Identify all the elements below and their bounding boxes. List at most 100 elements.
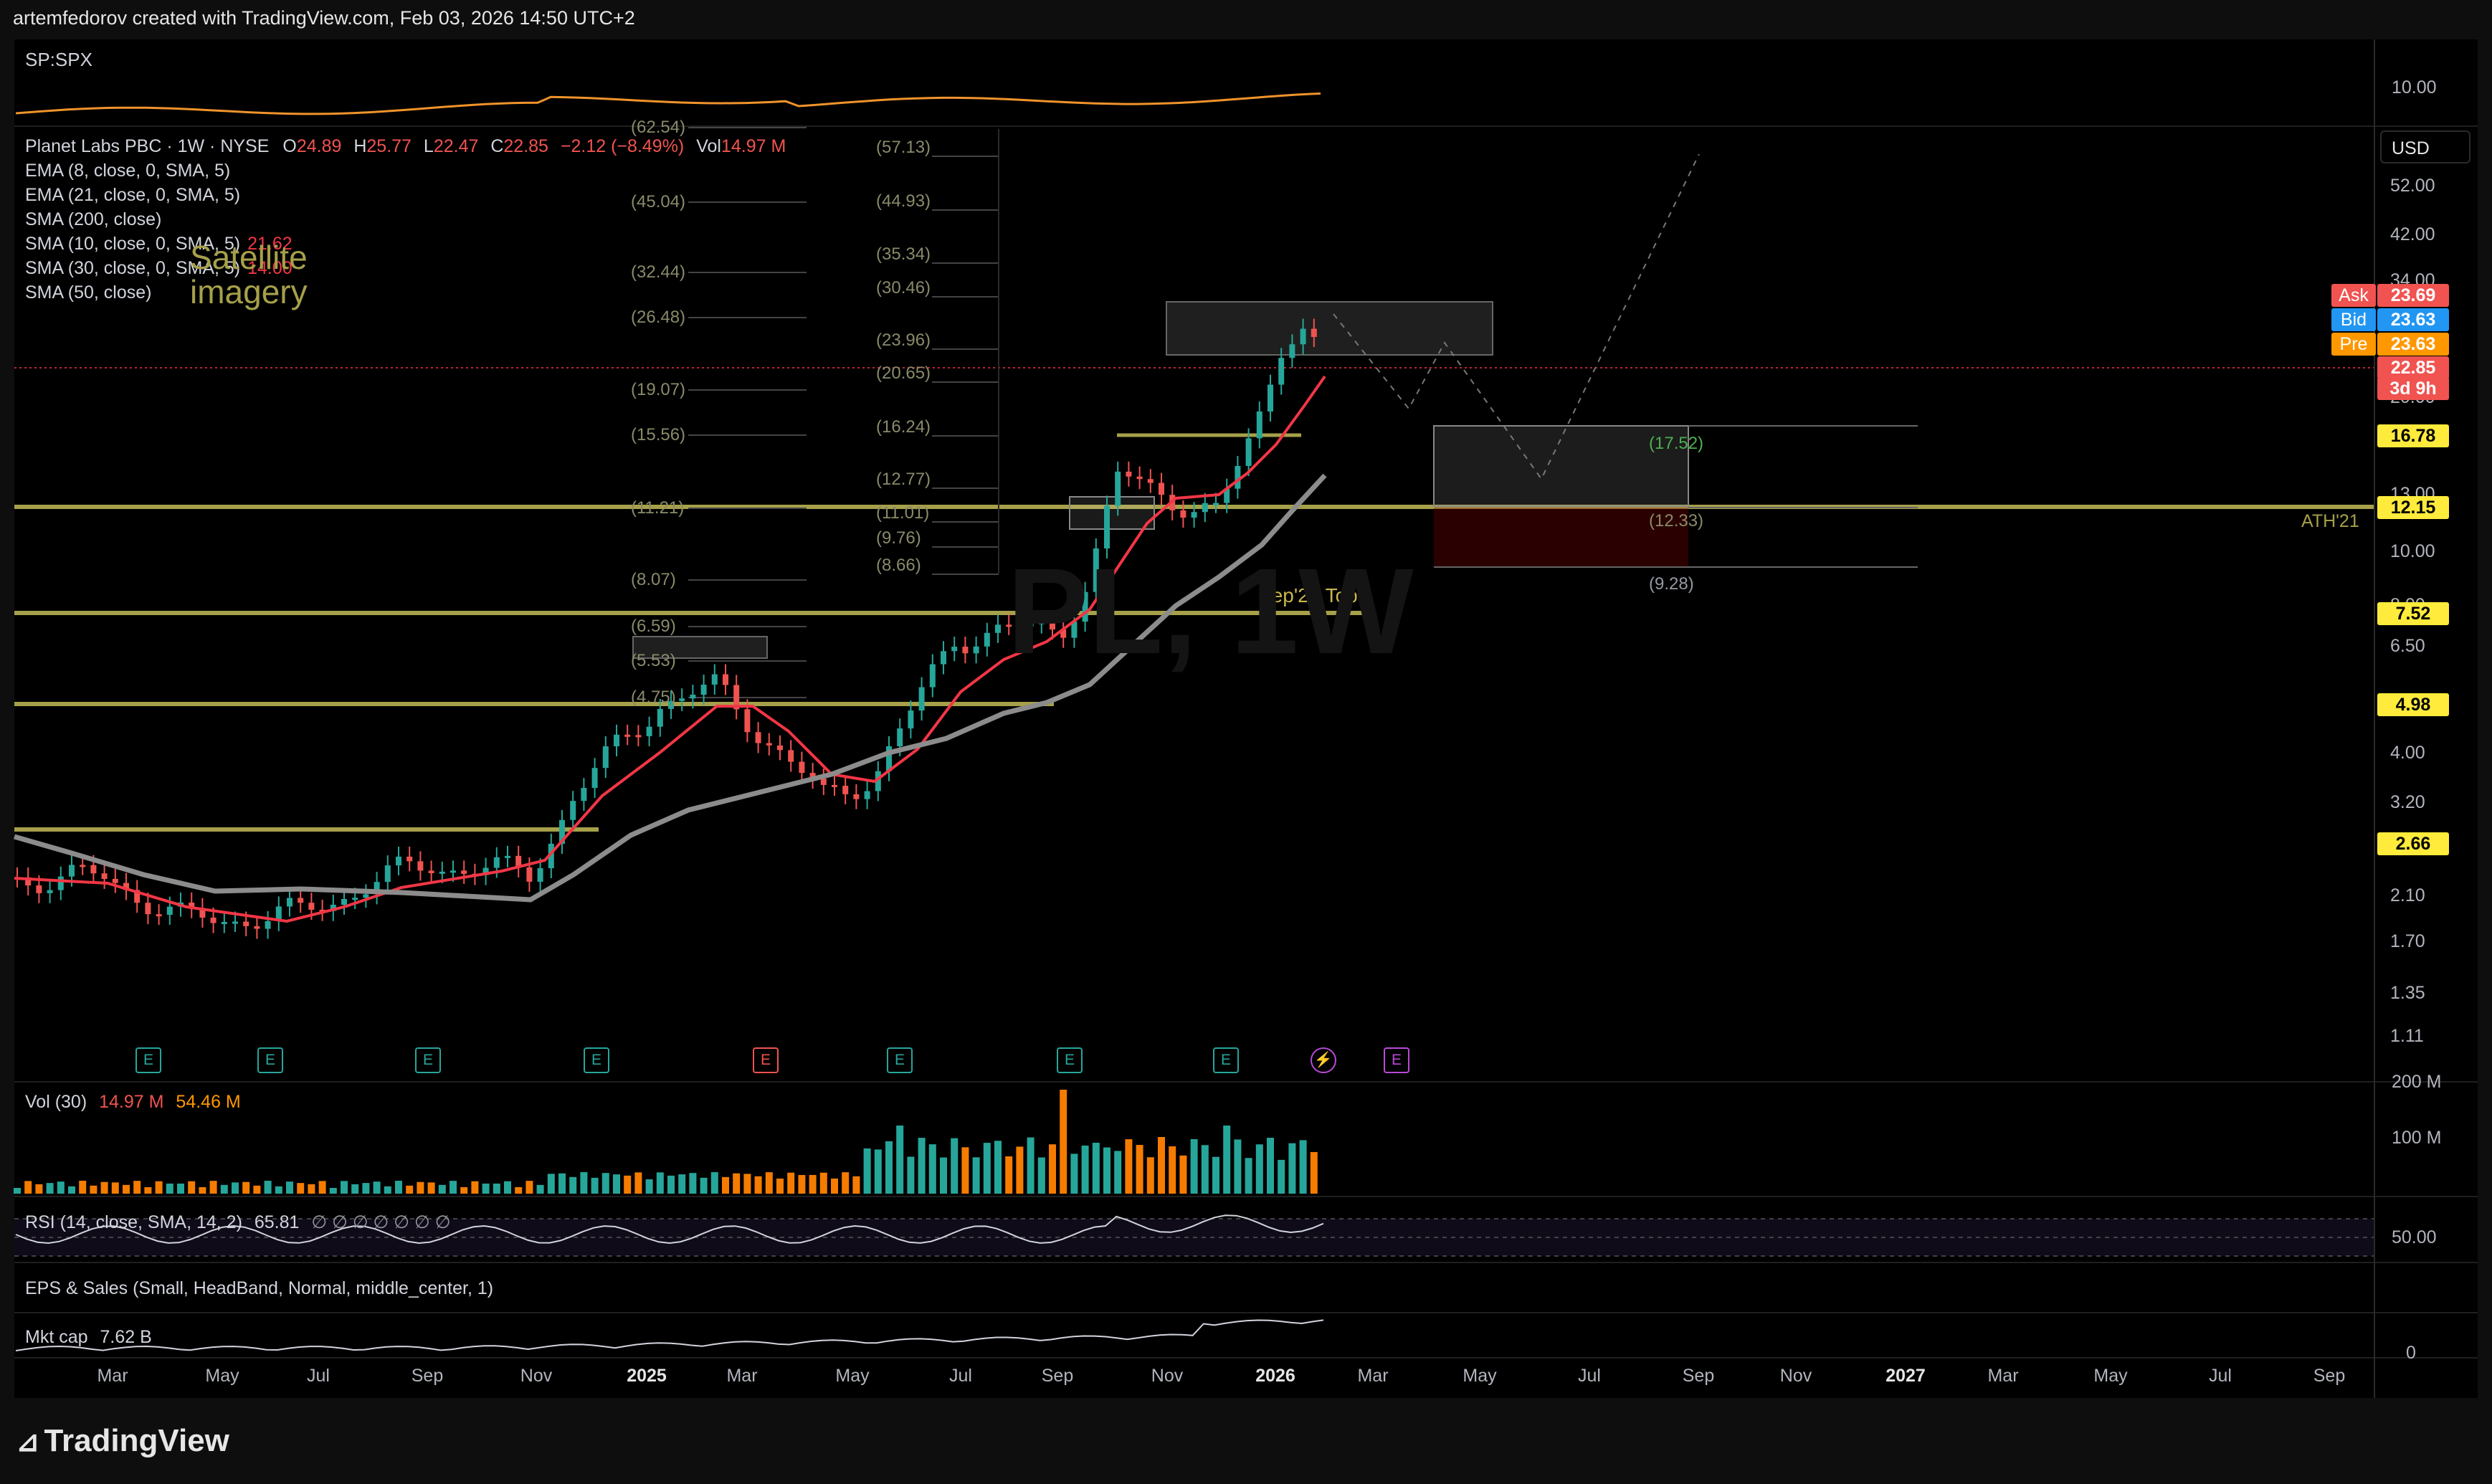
candle-body xyxy=(962,647,969,654)
volume-bar xyxy=(1070,1154,1078,1194)
fib-level-label: (32.44) xyxy=(631,262,686,282)
earnings-marker-icon[interactable]: E xyxy=(753,1047,779,1073)
volume-legend[interactable]: Vol (30) 14.97 M 54.46 M xyxy=(25,1092,241,1112)
volume-bar xyxy=(1081,1145,1089,1194)
fib-level-label: (15.56) xyxy=(631,425,686,444)
earnings-marker-icon[interactable]: ⚡ xyxy=(1311,1047,1336,1073)
volume-bar xyxy=(351,1184,359,1194)
pane-separator[interactable] xyxy=(14,1262,2478,1263)
indicator-row[interactable]: EMA (8, close, 0, SMA, 5) xyxy=(25,161,230,181)
pane-separator[interactable] xyxy=(14,1312,2478,1313)
volume-bar xyxy=(634,1172,642,1194)
fib-level-label: (57.13) xyxy=(876,138,931,157)
candle-body xyxy=(1147,479,1154,483)
candle-body xyxy=(428,870,434,873)
earnings-marker-icon[interactable]: E xyxy=(584,1047,609,1073)
candle-body xyxy=(668,700,674,709)
pane-separator[interactable] xyxy=(14,125,2478,127)
candle-body xyxy=(1245,438,1252,466)
volume-bar xyxy=(733,1173,741,1194)
symbol-title[interactable]: Planet Labs PBC · 1W · NYSE xyxy=(25,136,270,156)
candle-body xyxy=(69,865,75,877)
earnings-marker-icon[interactable]: E xyxy=(887,1047,913,1073)
earnings-marker-icon[interactable]: E xyxy=(1384,1047,1409,1073)
fib-level-label: (19.07) xyxy=(631,380,686,399)
indicator-label: EMA (8, close, 0, SMA, 5) xyxy=(25,161,231,181)
volume-bar xyxy=(144,1186,152,1194)
time-axis-label: Jul xyxy=(1578,1366,1601,1386)
volume-bar xyxy=(874,1149,882,1194)
price-badge: 7.52 xyxy=(2377,602,2449,625)
volume-bar xyxy=(471,1181,479,1194)
earnings-marker-icon[interactable]: E xyxy=(1213,1047,1239,1073)
volume-bar xyxy=(1049,1144,1056,1194)
sep22-top-label[interactable]: Sep'22 Top xyxy=(1258,584,1358,607)
volume-bar xyxy=(450,1181,457,1194)
indicator-row[interactable]: SMA (30, close, 0, SMA, 5) 14.00 xyxy=(25,258,293,279)
volume-bar xyxy=(188,1181,196,1194)
price-badge: 12.15 xyxy=(2377,496,2449,519)
candle-body xyxy=(47,890,53,893)
indicator-row[interactable]: SMA (200, close) xyxy=(25,209,161,230)
volume-bar xyxy=(46,1183,54,1194)
time-axis-label: Sep xyxy=(1041,1366,1074,1386)
volume-bar xyxy=(1169,1146,1176,1194)
candle-body xyxy=(254,926,260,929)
annotation-text[interactable]: Satellite imagery xyxy=(190,239,308,310)
main-legend-title[interactable]: Planet Labs PBC · 1W · NYSE O24.89 H25.7… xyxy=(25,136,786,156)
candle-body xyxy=(614,734,619,747)
candle-body xyxy=(1256,411,1262,439)
pane-separator[interactable] xyxy=(14,1357,2478,1359)
volume-bar xyxy=(100,1181,108,1194)
volume-bar xyxy=(743,1174,751,1194)
earnings-marker-icon[interactable]: E xyxy=(135,1047,161,1073)
currency-selector[interactable]: USD xyxy=(2380,130,2470,163)
time-axis-label: Nov xyxy=(1779,1366,1812,1386)
volume-bar xyxy=(395,1181,402,1194)
candle-body xyxy=(875,771,881,791)
candle-body xyxy=(341,898,347,905)
pane-separator[interactable] xyxy=(14,1196,2478,1197)
indicator-value: 21.62 xyxy=(247,234,293,254)
eps-legend[interactable]: EPS & Sales (Small, HeadBand, Normal, mi… xyxy=(25,1278,494,1298)
volume-bar xyxy=(798,1174,806,1194)
indicator-row[interactable]: SMA (50, close) xyxy=(25,282,151,303)
volume-bar xyxy=(842,1172,850,1194)
volume-bar xyxy=(547,1174,555,1194)
ath21-label[interactable]: ATH'21 xyxy=(2301,511,2359,531)
time-axis-label: Nov xyxy=(520,1366,553,1386)
volume-bar xyxy=(852,1176,860,1194)
earnings-marker-icon[interactable]: E xyxy=(415,1047,441,1073)
candle-body xyxy=(1235,465,1241,489)
earnings-marker-icon[interactable]: E xyxy=(257,1047,283,1073)
time-axis-label: 2027 xyxy=(1885,1366,1926,1386)
volume-bar xyxy=(525,1181,533,1194)
pane-separator[interactable] xyxy=(14,1081,2478,1083)
volume-bar xyxy=(1114,1151,1122,1194)
indicator-label: EMA (21, close, 0, SMA, 5) xyxy=(25,185,241,205)
mktcap-legend[interactable]: Mkt cap 7.62 B xyxy=(25,1327,152,1347)
earnings-marker-icon[interactable]: E xyxy=(1057,1047,1083,1073)
price-badge: 22.85 xyxy=(2377,356,2449,379)
volume-bar xyxy=(111,1182,119,1194)
target-level-label: (12.33) xyxy=(1649,511,1704,531)
candle-body xyxy=(537,868,543,882)
candle-body xyxy=(1289,344,1295,358)
tradingview-logo[interactable]: ⊿ TradingView xyxy=(16,1423,229,1458)
volume-bar xyxy=(754,1176,762,1194)
indicator-row[interactable]: SMA (10, close, 0, SMA, 5) 21.62 xyxy=(25,234,293,255)
market-cap-line xyxy=(15,1319,1324,1351)
volume-bar xyxy=(1223,1126,1231,1194)
candle-body xyxy=(319,909,325,912)
rsi-legend[interactable]: RSI (14, close, SMA, 14, 2) 65.81 ∅ ∅ ∅ … xyxy=(25,1212,451,1232)
candle-body xyxy=(559,819,565,844)
indicator-row[interactable]: EMA (21, close, 0, SMA, 5) xyxy=(25,185,240,206)
candle-body xyxy=(570,801,576,820)
price-badge: 23.63 xyxy=(2377,333,2449,356)
volume-bar xyxy=(68,1186,75,1194)
volume-bar xyxy=(297,1183,305,1194)
candle-body xyxy=(1082,591,1088,622)
compare-symbol[interactable]: SP:SPX xyxy=(25,49,92,70)
volume-bar xyxy=(1136,1145,1143,1194)
